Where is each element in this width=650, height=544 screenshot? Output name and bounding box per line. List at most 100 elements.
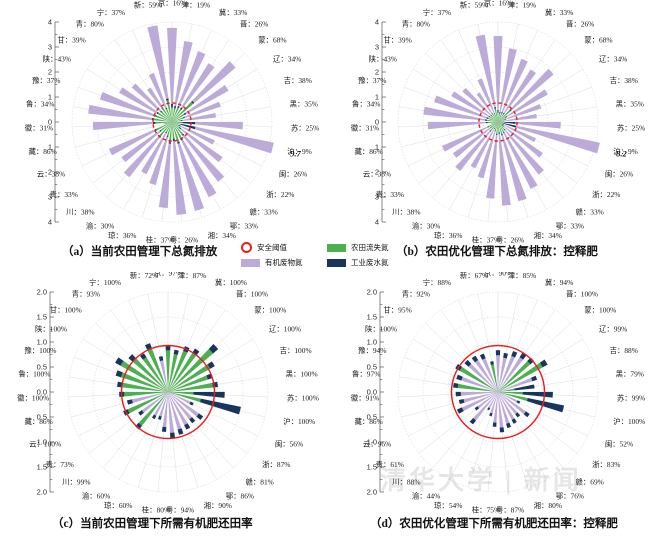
rose-bar-segment <box>501 123 504 126</box>
rose-bar-segment <box>165 122 172 125</box>
rose-bar-segment <box>487 126 489 128</box>
axis-tick-label: 0 <box>48 118 52 127</box>
rose-bar-segment <box>123 136 160 178</box>
province-label: 蒙：68% <box>258 35 286 44</box>
rose-bar-segment <box>498 122 505 130</box>
rose-bar-segment <box>498 392 516 422</box>
rose-bar-segment <box>130 392 168 404</box>
rose-bar-segment <box>168 374 210 392</box>
polar-chart-d: 2.0 1.5 1.0 0.5 0.0 0.5 1.0 1.5 2.0 京：90%津：85% 冀：9… <box>351 272 645 515</box>
province-label: 苏：25% <box>291 123 319 132</box>
rose-bar-segment <box>172 122 184 135</box>
rose-bar-segment <box>491 122 498 128</box>
rose-bar-segment <box>165 108 172 122</box>
safety-threshold-ring <box>478 102 518 142</box>
rose-bar-segment <box>185 84 229 115</box>
rose-bar-segment <box>452 127 491 158</box>
caption-d: （d）农田优化管理下所需有机肥还田率：控释肥 <box>370 518 618 530</box>
rose-bar-segment <box>165 345 171 351</box>
rose-bar-segment <box>499 427 505 433</box>
rose-bar-segment <box>501 133 503 136</box>
panel-d-chart: 2.0 1.5 1.0 0.5 0.0 0.5 1.0 1.5 2.0 京：90% 津：85% 冀：9… <box>330 272 650 520</box>
rose-bar-segment <box>498 132 500 135</box>
rose-bar-segment <box>434 95 487 119</box>
rose-bar-segment <box>172 122 183 140</box>
axis-tick-label: 3 <box>48 43 52 52</box>
rose-bar-segment <box>498 392 519 403</box>
swatch-icon <box>327 243 346 252</box>
province-label: 渝：60% <box>82 491 110 500</box>
rose-bar-segment <box>498 392 510 426</box>
rose-bar-segment <box>156 111 159 115</box>
rose-bar-segment <box>184 101 221 118</box>
rose-bar-segment <box>172 122 180 128</box>
rose-bar-segment <box>487 121 498 124</box>
rose-bar-segment <box>147 25 169 99</box>
rose-bar-segment <box>511 350 518 358</box>
rose-bar-segment <box>157 112 172 122</box>
rose-bar-segment <box>172 122 181 125</box>
rose-bar-segment <box>177 428 184 435</box>
rose-bar-segment <box>172 122 180 143</box>
rose-bar-segment <box>459 376 498 392</box>
province-label: 冀：33% <box>219 8 247 17</box>
rose-bar-segment <box>120 382 168 392</box>
rose-bar-segment <box>493 113 496 115</box>
rose-bar-segment <box>490 361 494 365</box>
rose-bar-segment <box>494 122 498 129</box>
rose-bar-segment <box>149 136 169 186</box>
rose-bar-segment <box>423 106 486 121</box>
rose-bar-segment <box>487 117 498 122</box>
province-label: 冀：94% <box>545 278 573 287</box>
axis-tick-label: 4 <box>48 218 52 227</box>
rose-bar-segment <box>115 357 124 366</box>
province-label: 陕：43% <box>43 54 71 63</box>
province-label: 豫：100% <box>24 346 56 355</box>
rose-bar-segment <box>161 107 172 122</box>
province-label: 宁：37% <box>97 8 125 17</box>
rose-bar-segment <box>154 128 157 132</box>
province-label: 藏：86% <box>354 147 382 156</box>
axis-tick-label: 1.0 <box>367 338 377 347</box>
rose-bar-segment <box>498 388 515 392</box>
rose-bar-segment <box>493 127 495 130</box>
rose-bar-segment <box>498 377 534 392</box>
province-label: 徽：91% <box>351 393 379 402</box>
rose-bar-segment <box>180 139 217 198</box>
rose-bar-segment <box>455 391 461 397</box>
rose-bar-segment <box>161 107 164 109</box>
rose-bar-segment <box>486 119 498 122</box>
rose-bar-segment <box>166 122 172 136</box>
province-label: 渝：30% <box>412 221 440 230</box>
province-label: 宁：100% <box>89 278 121 287</box>
province-label: 吉：38% <box>610 76 638 85</box>
province-label: 晋：26% <box>240 20 268 29</box>
rose-bar-segment <box>140 392 168 414</box>
rose-bar-segment <box>494 114 498 122</box>
province-label: 辽：34% <box>599 54 627 63</box>
province-label: 闽：52% <box>605 440 633 449</box>
province-label: 云：38% <box>363 170 391 179</box>
axis-tick-label: 2.0 <box>37 288 47 297</box>
province-label: 粤：87% <box>496 506 524 515</box>
province-label: 豫：37% <box>358 76 386 85</box>
province-label: 鲁：97% <box>352 369 380 378</box>
rose-bar-segment <box>180 123 196 130</box>
rose-bar-segment <box>487 407 491 411</box>
province-label: 贵：33% <box>50 190 78 199</box>
rose-bar-segment <box>161 111 172 122</box>
province-label: 琼：36% <box>434 231 462 240</box>
rose-bar-segment <box>498 355 525 392</box>
rose-bar-segment <box>180 107 183 110</box>
province-label: 云：38% <box>37 170 65 179</box>
rose-bar-segment <box>497 113 499 122</box>
rose-bar-segment <box>453 382 459 388</box>
rose-bar-segment <box>192 61 236 103</box>
rose-bar-segment <box>172 108 176 122</box>
province-label: 鄂：76% <box>556 491 584 500</box>
rose-bar-segment <box>141 355 168 392</box>
rose-bar-segment <box>168 347 215 392</box>
province-label: 黑：100% <box>286 369 318 378</box>
rose-bar-segment <box>494 130 496 132</box>
